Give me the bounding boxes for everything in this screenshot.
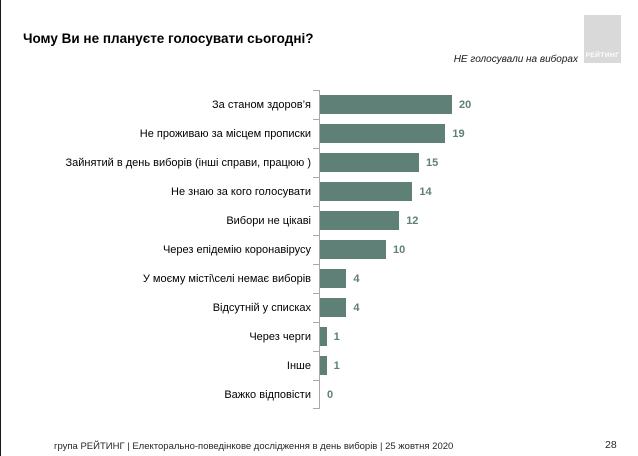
bar-area: 14	[313, 177, 638, 206]
bar-row: Вибори не цікаві 12	[1, 206, 638, 235]
page-number: 28	[605, 439, 617, 451]
bar-area: 15	[313, 148, 638, 177]
value-label: 1	[333, 330, 340, 343]
bar-area: 20	[313, 90, 638, 119]
bar	[320, 240, 386, 259]
bar-row: Важко відповісти 0	[1, 380, 638, 409]
bar-area: 0	[313, 380, 638, 409]
page-title: Чому Ви не плануєте голосувати сьогодні?	[23, 31, 314, 46]
bar	[320, 124, 446, 143]
bar-row: У моєму місті\селі немає виборів 4	[1, 264, 638, 293]
category-label: Вибори не цікаві	[226, 214, 311, 227]
bar-area: 1	[313, 351, 638, 380]
bar	[320, 327, 327, 346]
category-label: Через черги	[249, 330, 311, 343]
category-label: Зайнятий в день виборів (інші справи, пр…	[65, 156, 312, 169]
value-label: 4	[353, 272, 360, 285]
bar-rows: За станом здоров’я 20 Не проживаю за міс…	[1, 90, 638, 409]
value-label: 1	[333, 359, 340, 372]
category-label: Не знаю за кого голосувати	[171, 185, 311, 198]
bar-area: 4	[313, 264, 638, 293]
value-label: 20	[459, 98, 472, 111]
category-label: Важко відповісти	[224, 388, 311, 401]
value-label: 10	[393, 243, 406, 256]
bar	[320, 298, 347, 317]
value-label: 0	[327, 388, 334, 401]
rating-group-logo: РЕЙТИНГ	[584, 15, 621, 63]
bar-area: 4	[313, 293, 638, 322]
category-label: За станом здоров’я	[212, 98, 311, 111]
bar	[320, 153, 419, 172]
bar-row: Зайнятий в день виборів (інші справи, пр…	[1, 148, 638, 177]
bar-row: Через епідемію коронавірусу 10	[1, 235, 638, 264]
bar-row: Через черги 1	[1, 322, 638, 351]
bar	[320, 269, 347, 288]
bar-row: Інше 1	[1, 351, 638, 380]
bar-row: Не знаю за кого голосувати 14	[1, 177, 638, 206]
value-label: 14	[419, 185, 432, 198]
bar	[320, 182, 413, 201]
category-label: Через епідемію коронавірусу	[162, 243, 311, 256]
bar-row: За станом здоров’я 20	[1, 90, 638, 119]
chart-subtitle: НЕ голосували на виборах	[453, 54, 578, 65]
bar	[320, 95, 452, 114]
bar-area: 10	[313, 235, 638, 264]
category-label: Відсутній у списках	[212, 301, 311, 314]
bar-area: 12	[313, 206, 638, 235]
bar-area: 19	[313, 119, 638, 148]
bar-row: Відсутній у списках 4	[1, 293, 638, 322]
footer-source-text: група РЕЙТИНГ | Електорально-поведінкове…	[54, 441, 454, 452]
value-label: 4	[353, 301, 360, 314]
rating-logo-text: РЕЙТИНГ	[585, 52, 620, 59]
category-label: У моєму місті\селі немає виборів	[142, 272, 311, 285]
value-label: 19	[452, 127, 465, 140]
bar-chart: За станом здоров’я 20 Не проживаю за міс…	[1, 90, 638, 409]
bar-row: Не проживаю за місцем прописки 19	[1, 119, 638, 148]
bar	[320, 356, 327, 375]
bar-area: 1	[313, 322, 638, 351]
category-label: Інше	[286, 359, 311, 372]
bar	[320, 211, 400, 230]
value-label: 15	[426, 156, 439, 169]
category-label: Не проживаю за місцем прописки	[139, 127, 311, 140]
value-label: 12	[406, 214, 419, 227]
